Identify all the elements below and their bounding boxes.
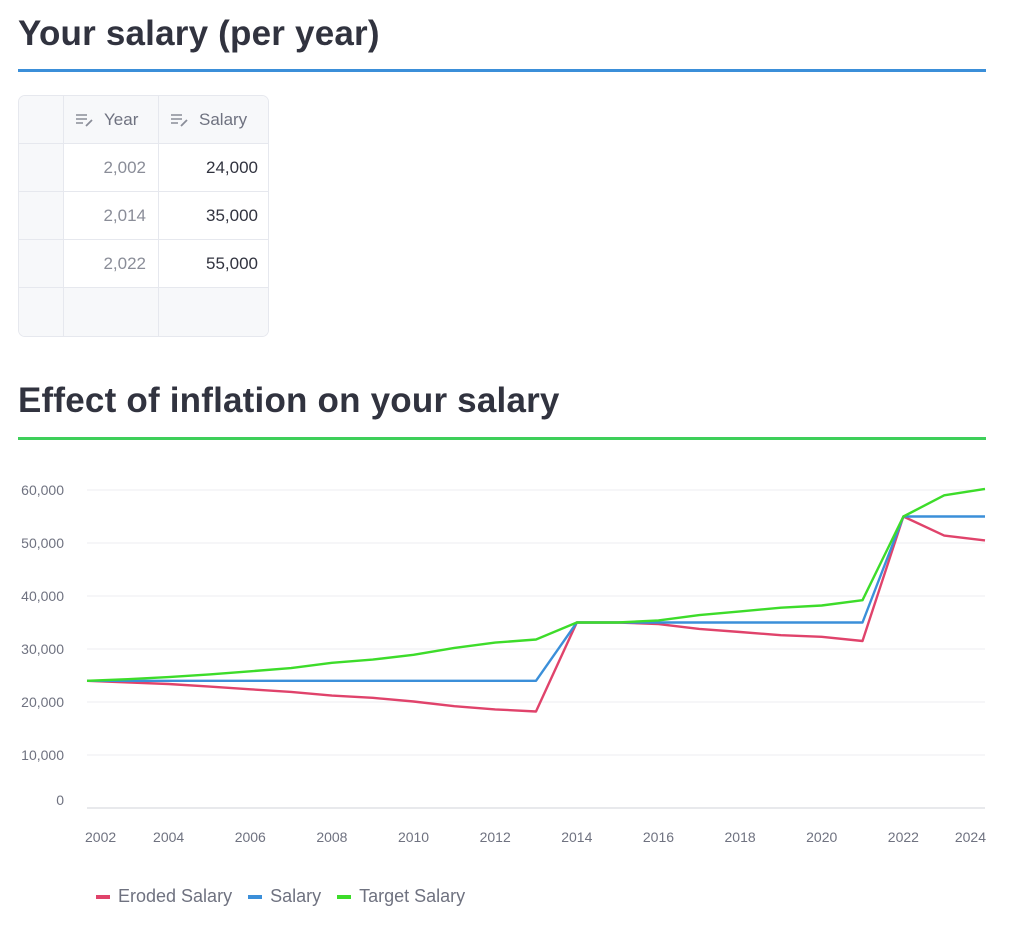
x-tick-label: 2002 — [85, 829, 116, 845]
x-tick-label: 2008 — [316, 829, 347, 845]
row-index-header — [19, 96, 64, 143]
x-tick-label: 2014 — [561, 829, 592, 845]
edit-column-icon — [171, 113, 188, 127]
column-header-label: Salary — [199, 109, 248, 129]
series-line-target-salary — [86, 487, 986, 682]
y-tick-label: 30,000 — [21, 641, 64, 657]
y-tick-label: 10,000 — [21, 747, 64, 763]
legend-label: Salary — [270, 886, 322, 906]
row-index-cell[interactable] — [19, 192, 64, 239]
add-row[interactable] — [19, 288, 268, 336]
series-line-eroded-salary — [86, 515, 986, 713]
legend-swatch — [337, 894, 352, 899]
y-tick-label: 0 — [56, 792, 64, 808]
x-tick-label: 2020 — [806, 829, 837, 845]
year-cell[interactable]: 2,002 — [64, 144, 159, 191]
year-cell[interactable]: 2,014 — [64, 192, 159, 239]
salary-data-table[interactable]: Year Salary 2,002 24,000 2,014 35,000 2,… — [18, 95, 269, 337]
chart-legend: Eroded Salary Salary Target Salary — [96, 886, 481, 907]
legend-item[interactable]: Target Salary — [337, 886, 465, 907]
salary-cell[interactable]: 35,000 — [206, 205, 258, 225]
new-salary-cell[interactable] — [159, 288, 268, 336]
column-header-salary[interactable]: Salary — [159, 96, 268, 143]
y-tick-label: 50,000 — [21, 535, 64, 551]
x-tick-label: 2006 — [235, 829, 266, 845]
x-tick-label: 2010 — [398, 829, 429, 845]
legend-label: Target Salary — [359, 886, 466, 906]
row-index-cell[interactable] — [19, 288, 64, 336]
x-tick-label: 2004 — [153, 829, 184, 845]
inflation-line-chart[interactable]: 0 10,000 20,000 30,000 40,000 50,000 60,000 200… — [0, 470, 1014, 870]
x-tick-label: 2022 — [888, 829, 919, 845]
legend-item[interactable]: Eroded Salary — [96, 886, 232, 907]
table-row[interactable]: 2,022 55,000 — [19, 240, 268, 288]
salary-cell[interactable]: 24,000 — [206, 157, 258, 177]
table-header-row: Year Salary — [19, 96, 268, 144]
new-year-cell[interactable] — [64, 288, 159, 336]
row-index-cell[interactable] — [19, 240, 64, 287]
row-index-cell[interactable] — [19, 144, 64, 191]
title-divider — [18, 69, 986, 72]
y-tick-label: 20,000 — [21, 694, 64, 710]
page-title-salary: Your salary (per year) — [18, 14, 380, 53]
x-tick-label: 2016 — [643, 829, 674, 845]
x-tick-label: 2024 — [955, 829, 986, 845]
legend-swatch — [248, 894, 263, 899]
section-divider — [18, 437, 986, 440]
section-title-inflation: Effect of inflation on your salary — [18, 381, 560, 420]
y-tick-label: 40,000 — [21, 588, 64, 604]
legend-item[interactable]: Salary — [248, 886, 321, 907]
y-tick-label: 60,000 — [21, 482, 64, 498]
year-cell[interactable]: 2,022 — [64, 240, 159, 287]
series-line-salary — [87, 515, 985, 683]
column-header-label: Year — [104, 109, 139, 129]
salary-cell[interactable]: 55,000 — [206, 253, 258, 273]
x-tick-label: 2018 — [725, 829, 756, 845]
table-row[interactable]: 2,002 24,000 — [19, 144, 268, 192]
table-row[interactable]: 2,014 35,000 — [19, 192, 268, 240]
x-tick-label: 2012 — [480, 829, 511, 845]
legend-swatch — [96, 894, 110, 899]
edit-column-icon — [76, 113, 93, 127]
column-header-year[interactable]: Year — [64, 96, 159, 143]
legend-label: Eroded Salary — [118, 886, 233, 906]
